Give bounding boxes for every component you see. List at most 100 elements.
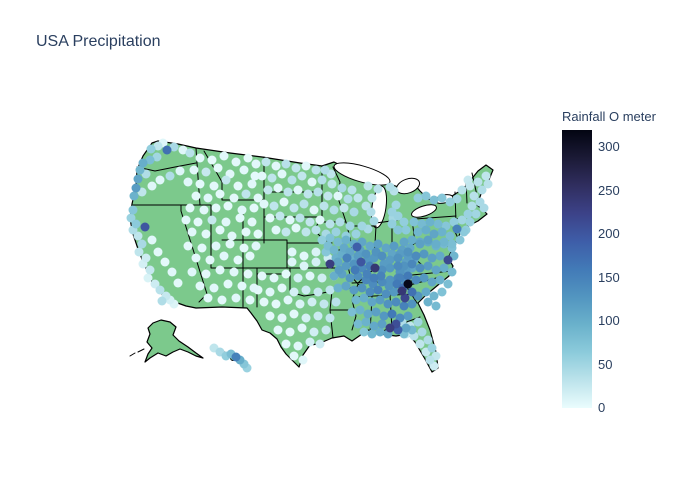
data-point[interactable] bbox=[131, 219, 141, 229]
data-point[interactable] bbox=[351, 295, 361, 305]
data-point[interactable] bbox=[183, 241, 193, 251]
data-point[interactable] bbox=[221, 217, 231, 227]
data-point[interactable] bbox=[241, 227, 251, 237]
data-point[interactable] bbox=[143, 273, 153, 283]
data-point[interactable] bbox=[277, 283, 287, 293]
data-point[interactable] bbox=[327, 179, 337, 189]
data-point[interactable] bbox=[331, 227, 341, 237]
data-point[interactable] bbox=[431, 239, 441, 249]
data-point[interactable] bbox=[237, 205, 247, 215]
data-point[interactable] bbox=[331, 297, 341, 307]
data-point[interactable] bbox=[271, 299, 281, 309]
data-point[interactable] bbox=[345, 221, 355, 231]
data-point[interactable] bbox=[315, 215, 325, 225]
data-point[interactable] bbox=[301, 161, 311, 171]
data-point[interactable] bbox=[211, 203, 221, 213]
data-point[interactable] bbox=[370, 263, 380, 273]
data-point[interactable] bbox=[403, 271, 413, 281]
data-point[interactable] bbox=[133, 174, 143, 184]
data-point[interactable] bbox=[325, 259, 335, 269]
data-point[interactable] bbox=[295, 299, 305, 309]
data-point[interactable] bbox=[315, 339, 325, 349]
data-point[interactable] bbox=[471, 209, 481, 219]
data-point[interactable] bbox=[413, 193, 423, 203]
data-point[interactable] bbox=[138, 158, 148, 168]
data-point[interactable] bbox=[239, 165, 249, 175]
data-point[interactable] bbox=[457, 185, 467, 195]
data-point[interactable] bbox=[403, 247, 413, 257]
data-point[interactable] bbox=[369, 273, 379, 283]
data-point[interactable] bbox=[231, 157, 241, 167]
data-point[interactable] bbox=[140, 222, 150, 232]
data-point[interactable] bbox=[173, 278, 183, 288]
data-point[interactable] bbox=[379, 311, 389, 321]
data-point[interactable] bbox=[305, 271, 315, 281]
data-point[interactable] bbox=[375, 295, 385, 305]
data-point[interactable] bbox=[207, 155, 217, 165]
data-point[interactable] bbox=[399, 217, 409, 227]
data-point[interactable] bbox=[133, 231, 143, 241]
data-point[interactable] bbox=[353, 319, 363, 329]
data-point[interactable] bbox=[150, 279, 160, 289]
data-point[interactable] bbox=[399, 301, 409, 311]
data-point[interactable] bbox=[325, 233, 335, 243]
data-point[interactable] bbox=[419, 273, 429, 283]
data-point[interactable] bbox=[283, 187, 293, 197]
data-point[interactable] bbox=[285, 215, 295, 225]
data-point[interactable] bbox=[413, 317, 423, 327]
data-point[interactable] bbox=[415, 339, 425, 349]
data-point[interactable] bbox=[201, 167, 211, 177]
data-point[interactable] bbox=[279, 197, 289, 207]
data-point[interactable] bbox=[267, 173, 277, 183]
data-point[interactable] bbox=[423, 235, 433, 245]
data-point[interactable] bbox=[425, 217, 435, 227]
data-point[interactable] bbox=[201, 269, 211, 279]
data-point[interactable] bbox=[427, 253, 437, 263]
data-point[interactable] bbox=[289, 203, 299, 213]
data-point[interactable] bbox=[335, 217, 345, 227]
data-point[interactable] bbox=[343, 194, 353, 204]
data-point[interactable] bbox=[249, 283, 259, 293]
data-point[interactable] bbox=[281, 159, 291, 169]
data-point[interactable] bbox=[399, 237, 409, 247]
data-point[interactable] bbox=[281, 339, 291, 349]
data-point[interactable] bbox=[257, 271, 267, 281]
data-point[interactable] bbox=[291, 163, 301, 173]
data-point[interactable] bbox=[251, 241, 261, 251]
data-point[interactable] bbox=[384, 281, 394, 291]
data-point[interactable] bbox=[141, 253, 151, 263]
data-point[interactable] bbox=[391, 200, 401, 210]
data-point[interactable] bbox=[367, 297, 377, 307]
data-point[interactable] bbox=[307, 297, 317, 307]
data-point[interactable] bbox=[329, 271, 339, 281]
data-point[interactable] bbox=[363, 181, 373, 191]
data-point[interactable] bbox=[197, 243, 207, 253]
data-point[interactable] bbox=[227, 231, 237, 241]
data-point[interactable] bbox=[445, 197, 455, 207]
data-point[interactable] bbox=[293, 185, 303, 195]
data-point[interactable] bbox=[349, 207, 359, 217]
data-point[interactable] bbox=[409, 217, 419, 227]
data-point[interactable] bbox=[223, 201, 233, 211]
data-point[interactable] bbox=[259, 297, 269, 307]
data-point[interactable] bbox=[329, 245, 339, 255]
data-point[interactable] bbox=[271, 225, 281, 235]
data-point[interactable] bbox=[411, 275, 421, 285]
data-point[interactable] bbox=[431, 265, 441, 275]
data-point[interactable] bbox=[465, 217, 475, 227]
data-point[interactable] bbox=[437, 227, 447, 237]
data-point[interactable] bbox=[249, 203, 259, 213]
data-point[interactable] bbox=[169, 142, 179, 152]
data-point[interactable] bbox=[195, 153, 205, 163]
data-point[interactable] bbox=[407, 259, 417, 269]
data-point[interactable] bbox=[356, 257, 366, 267]
data-point[interactable] bbox=[385, 263, 395, 273]
data-point[interactable] bbox=[427, 277, 437, 287]
data-point[interactable] bbox=[313, 187, 323, 197]
data-point[interactable] bbox=[411, 251, 421, 261]
data-point[interactable] bbox=[233, 255, 243, 265]
data-point[interactable] bbox=[298, 355, 308, 365]
data-point[interactable] bbox=[381, 289, 391, 299]
data-point[interactable] bbox=[321, 325, 331, 335]
data-point[interactable] bbox=[345, 273, 355, 283]
